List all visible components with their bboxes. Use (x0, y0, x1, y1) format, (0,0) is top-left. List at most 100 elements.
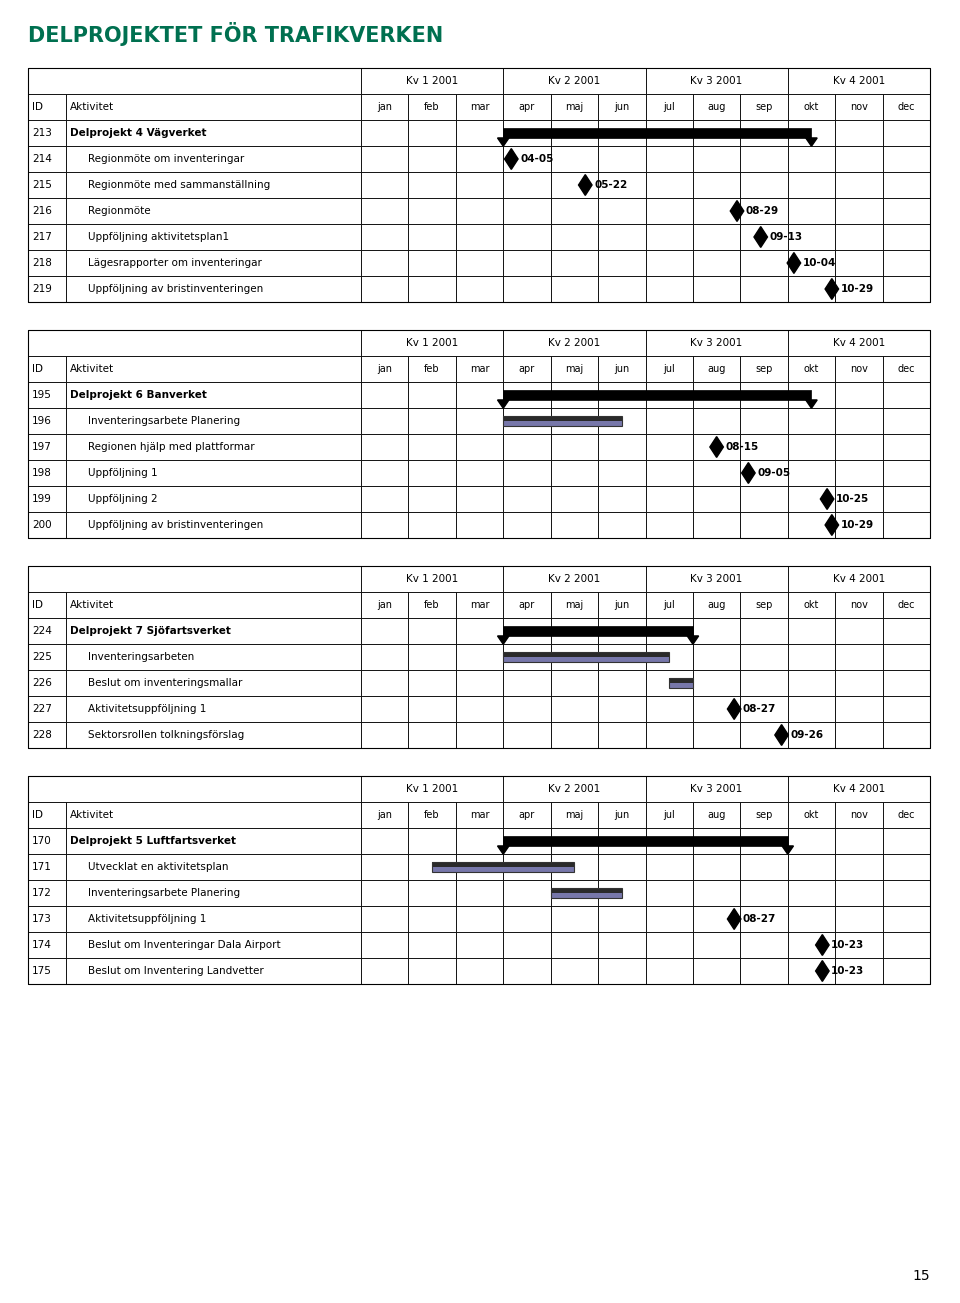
Text: maj: maj (565, 599, 584, 610)
Bar (551, 906, 598, 932)
Bar (456, 94, 503, 120)
Polygon shape (709, 437, 724, 457)
Bar (835, 408, 882, 434)
Text: maj: maj (565, 810, 584, 820)
Bar (456, 120, 503, 146)
Text: maj: maj (565, 364, 584, 374)
Bar (456, 408, 503, 434)
Bar (598, 120, 645, 146)
Polygon shape (821, 489, 834, 509)
Text: Kv 2 2001: Kv 2 2001 (548, 575, 601, 584)
Bar (408, 880, 456, 906)
Bar (740, 932, 788, 958)
Bar (740, 618, 788, 644)
Bar (645, 276, 693, 302)
Bar (456, 827, 503, 853)
Bar (740, 250, 788, 276)
Bar (598, 932, 645, 958)
Text: sep: sep (756, 599, 773, 610)
Bar (66, 670, 361, 696)
Bar (835, 434, 882, 460)
Bar (503, 356, 551, 382)
Bar (66, 644, 361, 670)
Bar (408, 803, 456, 827)
Text: Kv 4 2001: Kv 4 2001 (832, 337, 885, 348)
Text: jun: jun (614, 364, 630, 374)
Text: ID: ID (32, 810, 43, 820)
Text: Kv 2 2001: Kv 2 2001 (548, 76, 601, 86)
Bar (503, 644, 551, 670)
Bar (835, 880, 882, 906)
Bar (693, 224, 740, 250)
Text: 228: 228 (32, 730, 52, 740)
Bar (598, 224, 645, 250)
Bar (788, 644, 835, 670)
Bar (740, 880, 788, 906)
Bar (408, 618, 456, 644)
Bar (598, 906, 645, 932)
Bar (66, 250, 361, 276)
Bar (456, 172, 503, 198)
Bar (598, 276, 645, 302)
Bar (66, 696, 361, 722)
Polygon shape (497, 138, 509, 146)
Text: 08-15: 08-15 (726, 442, 758, 452)
Bar (408, 932, 456, 958)
Bar (598, 722, 645, 748)
Bar (740, 592, 788, 618)
Text: 224: 224 (32, 625, 52, 636)
Bar (28, 356, 66, 382)
Bar (503, 416, 622, 421)
Text: feb: feb (424, 599, 440, 610)
Bar (693, 803, 740, 827)
Bar (882, 512, 930, 538)
Bar (66, 224, 361, 250)
Bar (456, 512, 503, 538)
Bar (456, 460, 503, 486)
Text: ID: ID (32, 364, 43, 374)
Bar (835, 146, 882, 172)
Polygon shape (782, 846, 794, 855)
Bar (551, 276, 598, 302)
Bar (432, 861, 574, 873)
Bar (456, 853, 503, 880)
Bar (645, 486, 693, 512)
Bar (693, 172, 740, 198)
Bar (645, 566, 788, 592)
Bar (408, 906, 456, 932)
Bar (503, 128, 811, 138)
Text: Inventeringsarbete Planering: Inventeringsarbete Planering (88, 889, 240, 898)
Text: Regionmöte om inventeringar: Regionmöte om inventeringar (88, 154, 244, 164)
Polygon shape (687, 636, 699, 644)
Bar (408, 382, 456, 408)
Bar (361, 276, 408, 302)
Bar (740, 722, 788, 748)
Bar (28, 644, 66, 670)
Bar (740, 434, 788, 460)
Text: apr: apr (518, 364, 535, 374)
Text: Delprojekt 6 Banverket: Delprojekt 6 Banverket (70, 390, 206, 400)
Bar (645, 330, 788, 356)
Bar (66, 722, 361, 748)
Bar (28, 68, 361, 94)
Bar (788, 330, 930, 356)
Text: 225: 225 (32, 652, 52, 662)
Bar (788, 120, 835, 146)
Bar (361, 906, 408, 932)
Bar (835, 172, 882, 198)
Bar (66, 618, 361, 644)
Bar (66, 434, 361, 460)
Bar (551, 880, 598, 906)
Text: Inventeringsarbete Planering: Inventeringsarbete Planering (88, 416, 240, 426)
Bar (882, 172, 930, 198)
Bar (28, 670, 66, 696)
Bar (882, 618, 930, 644)
Bar (66, 198, 361, 224)
Bar (503, 670, 551, 696)
Bar (645, 827, 693, 853)
Bar (693, 670, 740, 696)
Bar (551, 722, 598, 748)
Text: 05-22: 05-22 (594, 180, 627, 190)
Bar (882, 408, 930, 434)
Bar (882, 224, 930, 250)
